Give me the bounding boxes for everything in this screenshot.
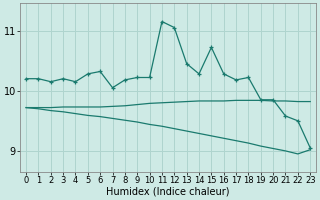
X-axis label: Humidex (Indice chaleur): Humidex (Indice chaleur) [106, 187, 230, 197]
